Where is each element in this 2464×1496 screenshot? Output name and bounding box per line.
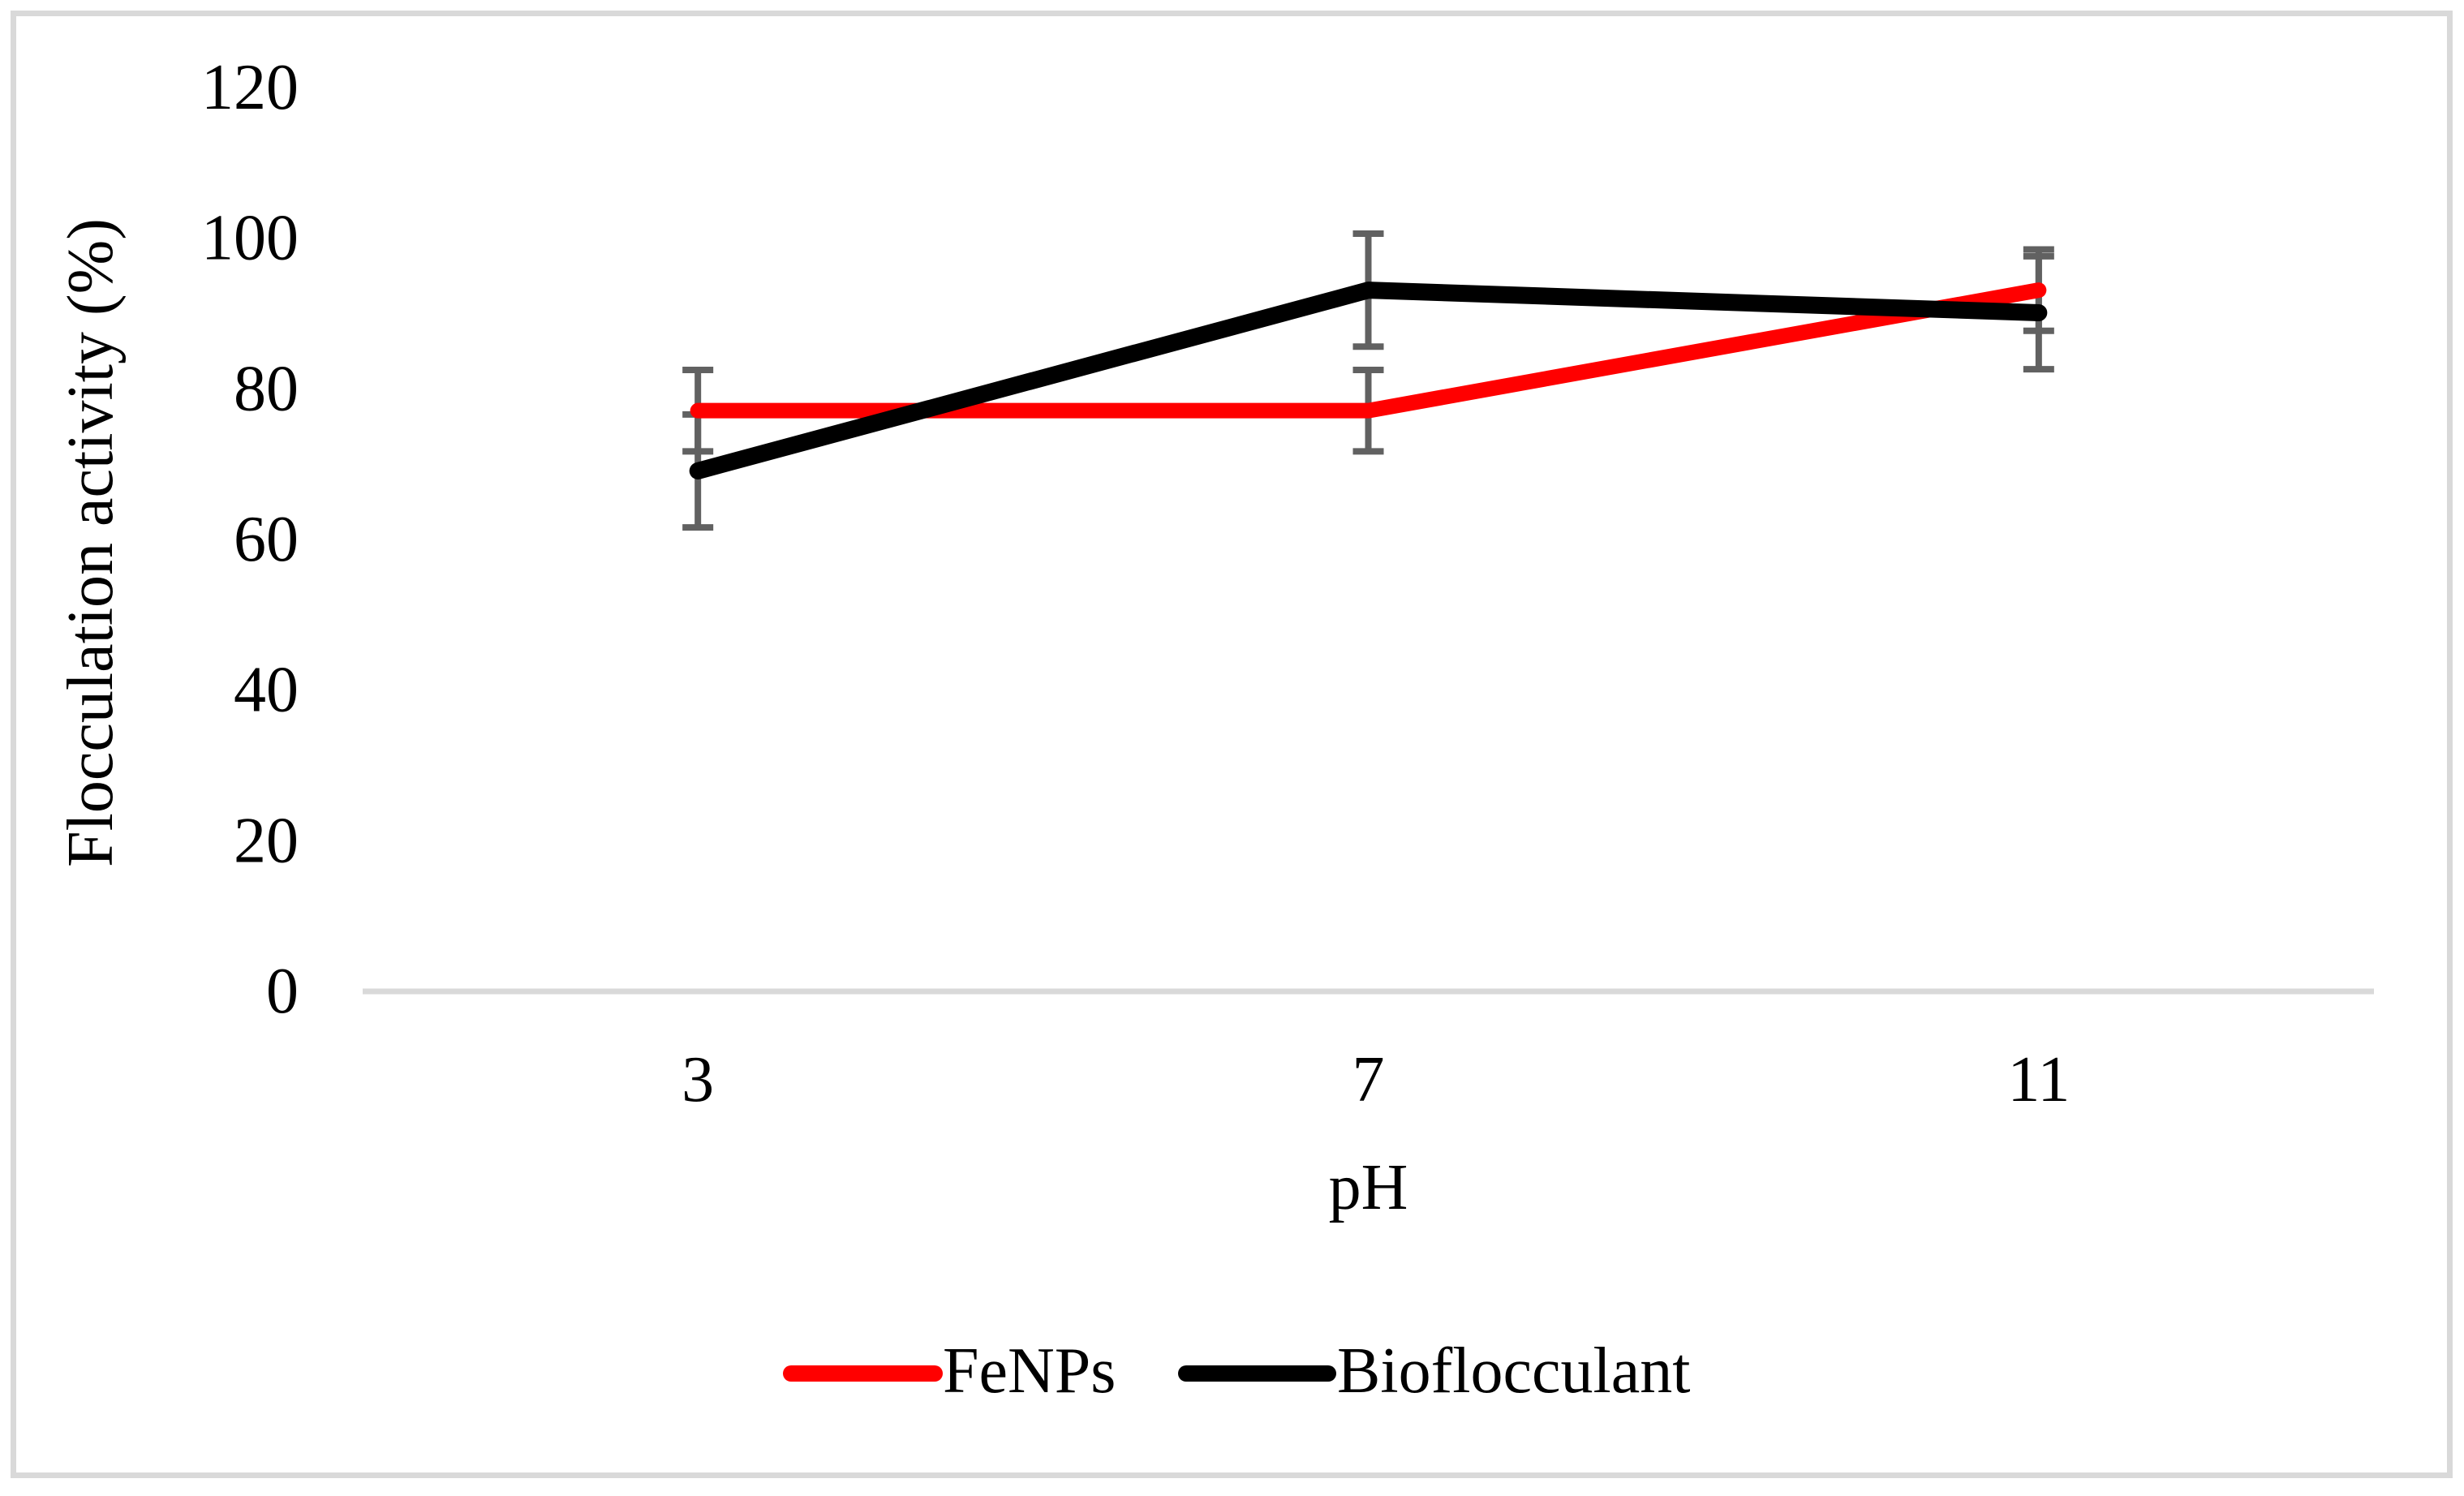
legend-item: Bioflocculant [1178, 1335, 1690, 1407]
axis-labels: 0 20 40 60 80 100 120 3 7 11 pH Flocculation activi… [55, 52, 2070, 1223]
y-tick-label: 40 [234, 655, 299, 726]
legend-label: FeNPs [943, 1335, 1116, 1407]
series-lines [689, 282, 2048, 479]
y-axis-title: Flocculation activity (%) [55, 218, 127, 867]
y-tick-label: 100 [201, 203, 299, 274]
y-tick-label: 20 [234, 805, 299, 876]
y-tick-label: 0 [266, 956, 299, 1027]
x-axis-title: pH [1329, 1152, 1408, 1223]
y-tick-label: 60 [234, 504, 299, 575]
y-tick-label: 80 [234, 353, 299, 424]
error-bars [682, 230, 2054, 531]
x-tick-label: 7 [1352, 1044, 1385, 1116]
series-line-bioflocculant [689, 282, 2048, 479]
legend-item: FeNPs [783, 1335, 1116, 1407]
figure-border [11, 11, 2453, 1478]
x-tick-label: 11 [2007, 1044, 2070, 1116]
y-tick-label: 120 [201, 52, 299, 123]
figure-frame [11, 11, 2453, 1478]
legend: FeNPs Bioflocculant [783, 1335, 1690, 1407]
legend-label: Bioflocculant [1337, 1335, 1690, 1407]
x-tick-label: 3 [682, 1044, 714, 1116]
